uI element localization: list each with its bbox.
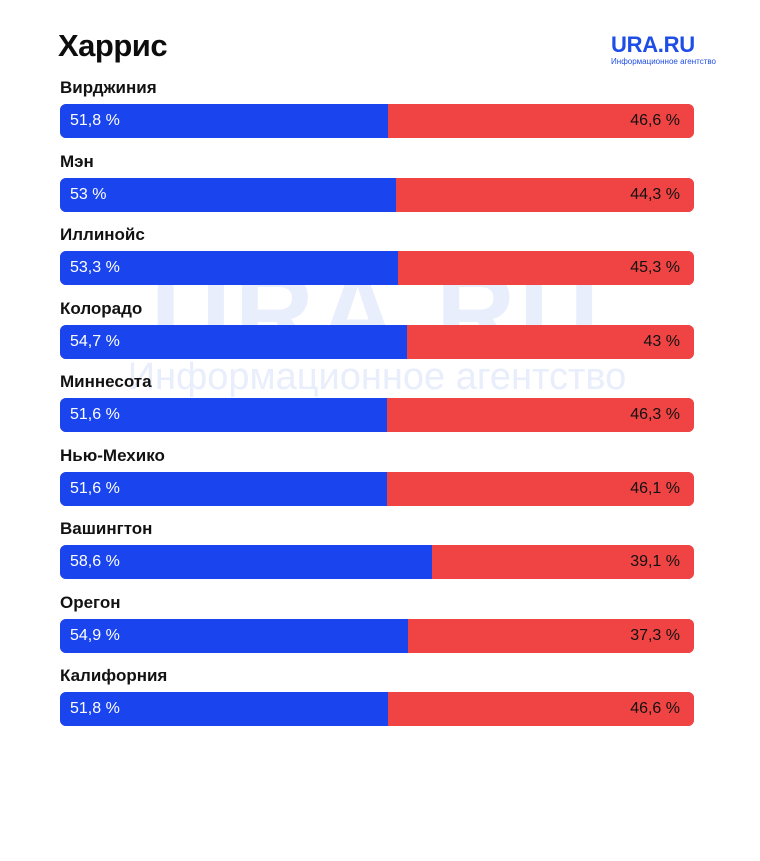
category-label: Вирджиния: [60, 78, 157, 97]
logo-name: URA.RU: [611, 32, 695, 57]
data-label-blue: 53 %: [70, 186, 107, 203]
data-label-blue: 53,3 %: [70, 259, 120, 276]
bar-row: Вирджиния 51,8 % 46,6 %: [60, 78, 694, 140]
category-label: Мэн: [60, 152, 94, 171]
data-label-red: 46,6 %: [630, 700, 680, 717]
bar-segment-red: [387, 398, 694, 432]
bar-row: Вашингтон 58,6 % 39,1 %: [60, 519, 694, 581]
bar-row: Нью-Мехико 51,6 % 46,1 %: [60, 446, 694, 508]
data-label-blue: 51,8 %: [70, 112, 120, 129]
data-label-red: 46,3 %: [630, 406, 680, 423]
bar-segment-blue: [60, 104, 388, 138]
category-label: Иллинойс: [60, 225, 145, 244]
bar-segment-red: [408, 619, 694, 653]
data-label-blue: 58,6 %: [70, 553, 120, 570]
bar-track: 51,6 % 46,3 %: [60, 398, 694, 432]
bar-track: 53,3 % 45,3 %: [60, 251, 694, 285]
bar-row: Калифорния 51,8 % 46,6 %: [60, 666, 694, 728]
data-label-red: 37,3 %: [630, 627, 680, 644]
bar-segment-blue: [60, 251, 398, 285]
bar-segment-red: [396, 178, 694, 212]
bar-row: Миннесота 51,6 % 46,3 %: [60, 372, 694, 434]
bar-track: 51,8 % 46,6 %: [60, 692, 694, 726]
bar-row: Мэн 53 % 44,3 %: [60, 152, 694, 214]
bar-segment-blue: [60, 398, 387, 432]
category-label: Миннесота: [60, 372, 152, 391]
category-label: Вашингтон: [60, 519, 153, 538]
bar-segment-red: [407, 325, 694, 359]
bar-segment-red: [387, 472, 694, 506]
data-label-red: 46,6 %: [630, 112, 680, 129]
bar-segment-blue: [60, 325, 407, 359]
data-label-red: 43 %: [643, 333, 680, 350]
bar-segment-red: [398, 251, 694, 285]
category-label: Нью-Мехико: [60, 446, 165, 465]
bar-track: 54,9 % 37,3 %: [60, 619, 694, 653]
bar-segment-red: [388, 104, 694, 138]
data-label-red: 46,1 %: [630, 480, 680, 497]
category-label: Орегон: [60, 593, 121, 612]
logo-subtitle: Информационное агентство: [611, 57, 716, 66]
data-label-blue: 51,6 %: [70, 406, 120, 423]
bar-segment-blue: [60, 619, 408, 653]
bar-segment-blue: [60, 692, 388, 726]
bar-row: Орегон 54,9 % 37,3 %: [60, 593, 694, 655]
category-label: Колорадо: [60, 299, 143, 318]
data-label-red: 39,1 %: [630, 553, 680, 570]
category-label: Калифорния: [60, 666, 168, 685]
data-label-red: 45,3 %: [630, 259, 680, 276]
chart-title: Харрис: [58, 28, 168, 63]
bar-segment-red: [432, 545, 694, 579]
bar-track: 54,7 % 43 %: [60, 325, 694, 359]
bar-segment-blue: [60, 178, 396, 212]
bar-row: Иллинойс 53,3 % 45,3 %: [60, 225, 694, 287]
bar-track: 53 % 44,3 %: [60, 178, 694, 212]
data-label-blue: 51,8 %: [70, 700, 120, 717]
bar-track: 51,6 % 46,1 %: [60, 472, 694, 506]
data-label-blue: 54,9 %: [70, 627, 120, 644]
bar-segment-blue: [60, 545, 432, 579]
bar-segment-blue: [60, 472, 387, 506]
bar-row: Колорадо 54,7 % 43 %: [60, 299, 694, 361]
data-label-red: 44,3 %: [630, 186, 680, 203]
bar-track: 51,8 % 46,6 %: [60, 104, 694, 138]
bar-segment-red: [388, 692, 694, 726]
data-label-blue: 54,7 %: [70, 333, 120, 350]
bar-track: 58,6 % 39,1 %: [60, 545, 694, 579]
ura-logo: URA.RU Информационное агентство: [611, 34, 716, 67]
data-label-blue: 51,6 %: [70, 480, 120, 497]
